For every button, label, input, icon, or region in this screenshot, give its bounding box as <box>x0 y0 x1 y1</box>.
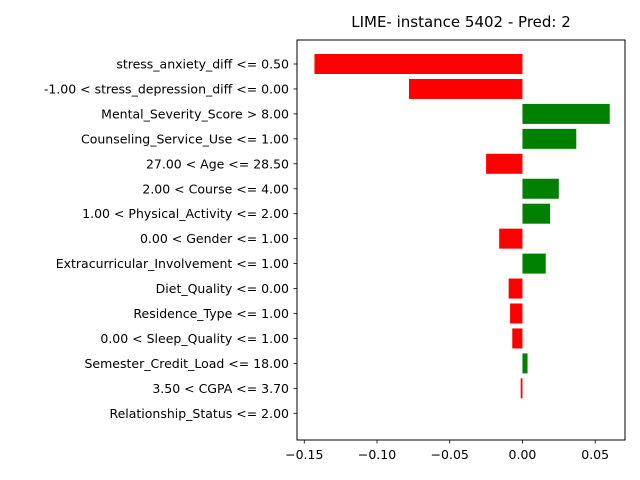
bar-7 <box>522 203 551 224</box>
x-tick-label: −0.15 <box>285 447 323 462</box>
bar-14 <box>520 378 523 399</box>
y-tick-label: Relationship_Status <= 2.00 <box>109 406 289 421</box>
bars-group <box>314 54 610 399</box>
bar-3 <box>522 103 610 124</box>
y-tick-label: 3.50 < CGPA <= 3.70 <box>152 381 289 396</box>
bar-6 <box>522 178 559 199</box>
y-tick-labels: stress_anxiety_diff <= 0.50 -1.00 < stres… <box>44 57 297 421</box>
bar-10 <box>508 278 523 299</box>
bar-5 <box>486 153 523 174</box>
y-tick-label: -1.00 < stress_depression_diff <= 0.00 <box>44 81 289 96</box>
x-ticks: −0.15 −0.10 −0.05 0.00 0.05 <box>285 440 609 462</box>
bar-4 <box>522 128 577 149</box>
x-tick-label: 0.05 <box>581 447 609 462</box>
x-tick-label: 0.00 <box>509 447 537 462</box>
y-tick-label: 0.00 < Sleep_Quality <= 1.00 <box>100 331 289 346</box>
y-tick-label: Counseling_Service_Use <= 1.00 <box>81 131 289 146</box>
bar-11 <box>510 303 523 324</box>
y-tick-label: 0.00 < Gender <= 1.00 <box>140 231 289 246</box>
y-tick-label: Diet_Quality <= 0.00 <box>156 281 289 296</box>
bar-12 <box>512 328 523 349</box>
y-tick-label: stress_anxiety_diff <= 0.50 <box>116 57 289 72</box>
bar-1 <box>314 54 523 74</box>
y-tick-label: 27.00 < Age <= 28.50 <box>146 156 289 171</box>
plot-frame <box>296 39 626 441</box>
y-tick-label: 1.00 < Physical_Activity <= 2.00 <box>82 206 289 221</box>
y-tick-label: Extracurricular_Involvement <= 1.00 <box>56 256 289 271</box>
y-tick-label: 2.00 < Course <= 4.00 <box>142 181 289 196</box>
chart-title: LIME- instance 5402 - Pred: 2 <box>351 13 571 31</box>
y-tick-label: Semester_Credit_Load <= 18.00 <box>85 356 290 371</box>
bar-2 <box>409 78 523 99</box>
x-tick-label: −0.10 <box>358 447 396 462</box>
bar-13 <box>522 353 528 374</box>
bar-9 <box>522 253 546 274</box>
y-tick-label: Residence_Type <= 1.00 <box>133 306 289 321</box>
bar-8 <box>499 228 523 249</box>
x-tick-label: −0.05 <box>431 447 469 462</box>
y-tick-label: Mental_Severity_Score > 8.00 <box>101 106 289 121</box>
